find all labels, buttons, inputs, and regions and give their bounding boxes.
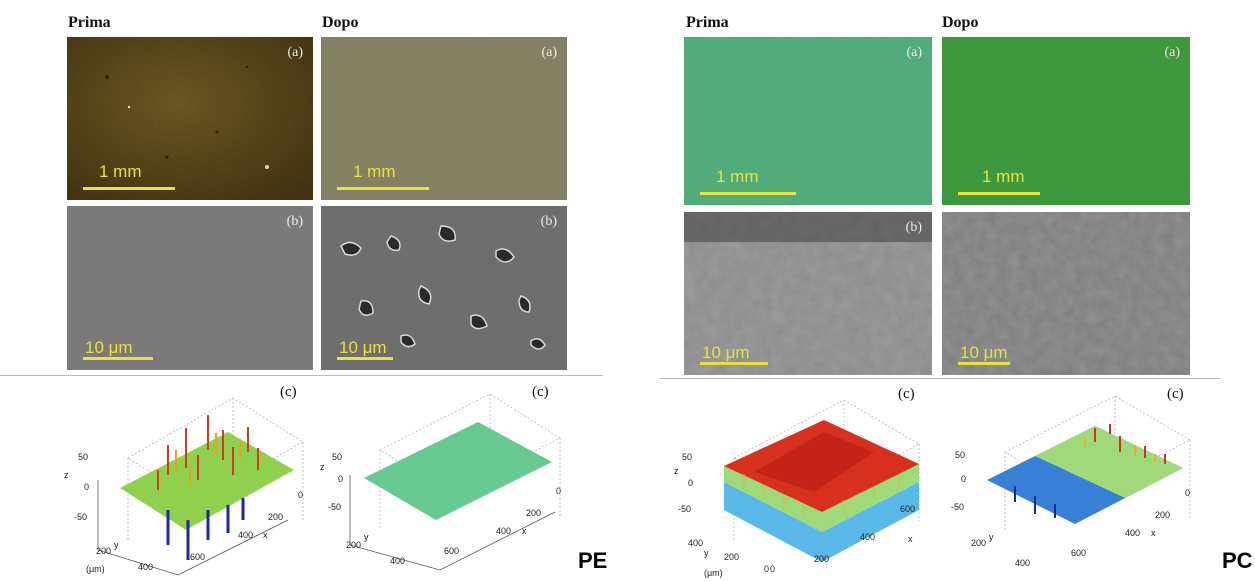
z-tick: -50 [678, 504, 691, 514]
z-tick: 50 [955, 450, 965, 460]
scale-label: 1 mm [982, 167, 1025, 186]
panel-label-a: (a) [287, 45, 303, 60]
x-tick: 0 [556, 486, 561, 496]
z-tick: -50 [328, 502, 341, 512]
scale-bar [83, 357, 153, 360]
x-tick: 600 [444, 546, 459, 556]
y-axis-label: y [114, 540, 119, 550]
z-tick: 0 [338, 474, 343, 484]
sample-tag: PC [1222, 548, 1253, 573]
x-tick: 400 [496, 526, 511, 536]
panel-label-a: (a) [1164, 45, 1180, 60]
x-tick: 200 [814, 554, 829, 564]
optical-image-before: (a) 1 mm [67, 37, 313, 200]
y-tick: 400 [1015, 558, 1030, 568]
y-tick: 200 [724, 552, 739, 562]
panel-label-b: (b) [540, 214, 557, 229]
header-before: Prima [68, 14, 111, 31]
scale-label: 1 mm [716, 167, 759, 186]
panel-label-c: (c) [898, 386, 915, 402]
scale-label: 10 μm [339, 338, 387, 357]
x-tick: 400 [860, 532, 875, 542]
x-tick: 200 [268, 512, 283, 522]
header-after: Dopo [942, 14, 979, 31]
sem-image-before: (b) 10 μm [684, 212, 932, 375]
z-tick: 50 [682, 452, 692, 462]
optical-image-before: (a) 1 mm [684, 37, 932, 205]
scale-label: 10 μm [960, 343, 1008, 362]
x-tick: 0 [298, 490, 303, 500]
z-tick: 0 [84, 482, 89, 492]
y-tick: 400 [390, 556, 405, 566]
header-after: Dopo [322, 14, 359, 31]
z-tick: 50 [78, 452, 88, 462]
x-axis-label: x [908, 534, 913, 544]
unit-label: (μm) [704, 568, 723, 578]
topography-plot-after: 50 0 -50 z 200 400 y 0 200 400 600 x (c) [320, 384, 561, 571]
topography-plot-before: 50 0 -50 z 200 400 y 0 200 400 600 x (μm… [64, 384, 304, 576]
y-tick: 400 [688, 538, 703, 548]
x-tick: 200 [526, 508, 541, 518]
divider-line [660, 378, 1220, 379]
scale-bar [83, 187, 175, 190]
x-tick: 0 [1185, 488, 1190, 498]
x-tick: 200 [1155, 510, 1170, 520]
x-axis-label: x [263, 530, 268, 540]
panel-label-b: (b) [286, 214, 303, 229]
y-tick: 200 [96, 546, 111, 556]
sample-tag: PE [578, 548, 608, 573]
z-axis-label: z [64, 470, 69, 480]
z-tick: 50 [332, 452, 342, 462]
scale-bar [700, 192, 796, 195]
y-axis-label: y [364, 532, 369, 542]
y-tick: 200 [971, 538, 986, 548]
scale-bar [958, 192, 1040, 195]
scale-bar [337, 187, 429, 190]
scale-bar [337, 357, 393, 360]
pc-figure-panel: Prima Dopo (a) 1 mm (a) 1 mm [660, 0, 1255, 581]
panel-label-c: (c) [532, 384, 549, 400]
divider-line [0, 375, 603, 376]
sem-image-after: (b) 10 μm [321, 206, 567, 370]
panel-label-c: (c) [1167, 386, 1184, 402]
scale-label: 1 mm [99, 162, 142, 181]
scale-bar [700, 362, 768, 365]
scale-bar [958, 362, 1010, 365]
pe-figure-panel: Prima Dopo (a) 1 mm [0, 0, 620, 581]
y-tick: 200 [346, 540, 361, 550]
y-axis-label: y [704, 548, 709, 558]
panel-label-b: (b) [905, 220, 922, 235]
scale-label: 10 μm [85, 338, 133, 357]
panel-label-a: (a) [906, 45, 922, 60]
optical-image-after: (a) 1 mm [321, 37, 567, 200]
x-tick: 600 [900, 504, 915, 514]
x-tick: 0 [770, 564, 775, 574]
z-axis-label: z [674, 466, 679, 476]
scale-label: 10 μm [702, 343, 750, 362]
z-axis-label: z [320, 462, 325, 472]
z-tick: -50 [74, 512, 87, 522]
z-tick: -50 [951, 502, 964, 512]
panel-label-c: (c) [280, 384, 297, 400]
x-tick: 400 [238, 530, 253, 540]
unit-label: (μm) [86, 564, 105, 574]
y-axis-label: y [989, 532, 994, 542]
sem-image-before: (b) 10 μm [67, 206, 313, 370]
optical-image-after: (a) 1 mm [942, 37, 1190, 205]
x-tick: 600 [1071, 548, 1086, 558]
header-before: Prima [686, 14, 729, 31]
z-tick: 0 [961, 474, 966, 484]
x-axis-label: x [1151, 528, 1156, 538]
y-tick: 400 [138, 562, 153, 572]
z-tick: 0 [688, 478, 693, 488]
scale-label: 1 mm [353, 162, 396, 181]
x-tick: 600 [190, 552, 205, 562]
panel-label-a: (a) [541, 45, 557, 60]
sem-image-after: 10 μm [942, 212, 1190, 375]
topography-plot-before: 50 0 -50 z 400 200 0 y 0 200 400 600 x (… [674, 386, 920, 578]
x-tick: 400 [1125, 528, 1140, 538]
y-tick: 0 [764, 564, 769, 574]
x-axis-label: x [522, 526, 527, 536]
topography-plot-after: 50 0 -50 200 400 y 0 200 400 600 x (c) [951, 386, 1191, 568]
